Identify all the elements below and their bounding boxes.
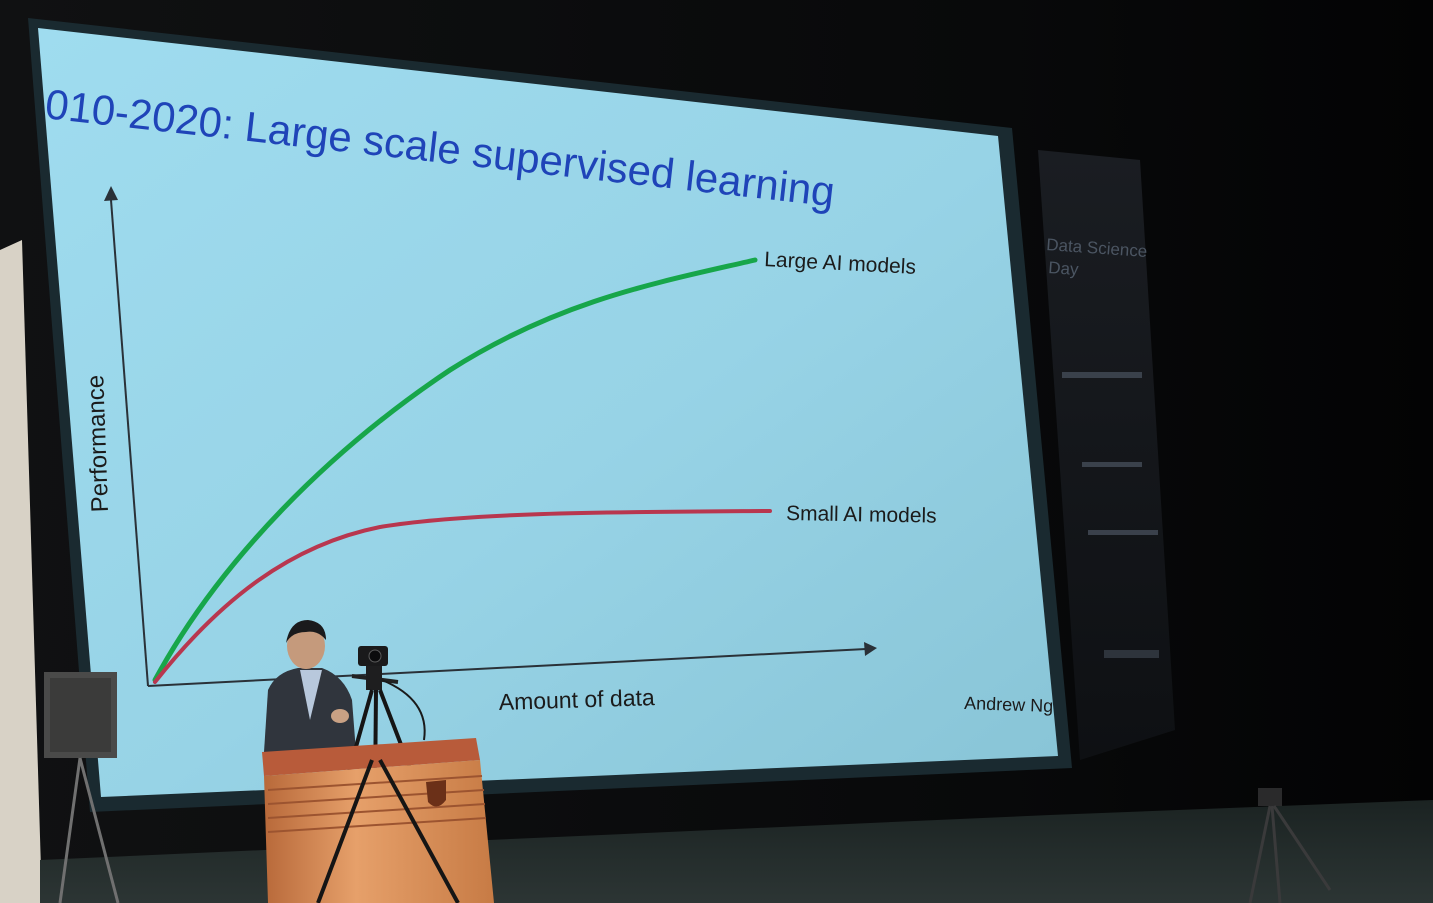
tripod-head xyxy=(366,666,382,690)
speaker-shirt xyxy=(300,670,322,720)
floor-stand-leg xyxy=(1270,805,1282,903)
podium-stripe xyxy=(267,789,485,805)
side-banner xyxy=(1038,150,1175,760)
floor-stand-leg xyxy=(1248,805,1272,903)
small-ai-models-curve xyxy=(153,509,772,684)
x-axis xyxy=(147,648,867,687)
podium-stripe xyxy=(267,817,487,833)
floor-stand-leg xyxy=(1272,805,1332,891)
floor-camera xyxy=(1258,788,1282,806)
left-stand-leg xyxy=(78,757,120,903)
x-axis-label: Amount of data xyxy=(498,684,655,715)
banner-line-2: Day xyxy=(1048,258,1080,279)
slide-credit: Andrew Ng xyxy=(964,693,1054,716)
speaker-hair xyxy=(286,620,326,643)
podium xyxy=(264,760,494,903)
banner-detail-4 xyxy=(1104,650,1159,658)
speaker-head xyxy=(287,623,325,669)
small-ai-models-label: Small AI models xyxy=(786,502,937,528)
podium-stripe xyxy=(267,775,483,791)
tripod-leg-front xyxy=(378,759,460,903)
speaker-hand xyxy=(331,709,349,723)
banner-detail-2 xyxy=(1082,462,1142,467)
podium-stripe xyxy=(267,803,486,819)
y-axis-label: Performance xyxy=(82,374,114,512)
banner-detail-1 xyxy=(1062,372,1142,378)
loudspeaker-face xyxy=(50,678,111,752)
tripod-cable xyxy=(381,679,426,741)
y-axis-arrowhead xyxy=(104,186,118,201)
banner-detail-3 xyxy=(1088,530,1158,535)
slide-background xyxy=(38,28,1058,797)
left-stand-leg xyxy=(58,757,82,903)
y-axis xyxy=(110,199,149,687)
podium-crest-icon xyxy=(426,780,446,807)
left-wall xyxy=(0,240,42,903)
tripod-leg-front xyxy=(316,759,374,903)
camera-lens xyxy=(368,649,382,663)
large-ai-models-curve xyxy=(152,257,758,683)
podium-top xyxy=(262,738,480,776)
x-axis-arrowhead xyxy=(864,642,877,656)
